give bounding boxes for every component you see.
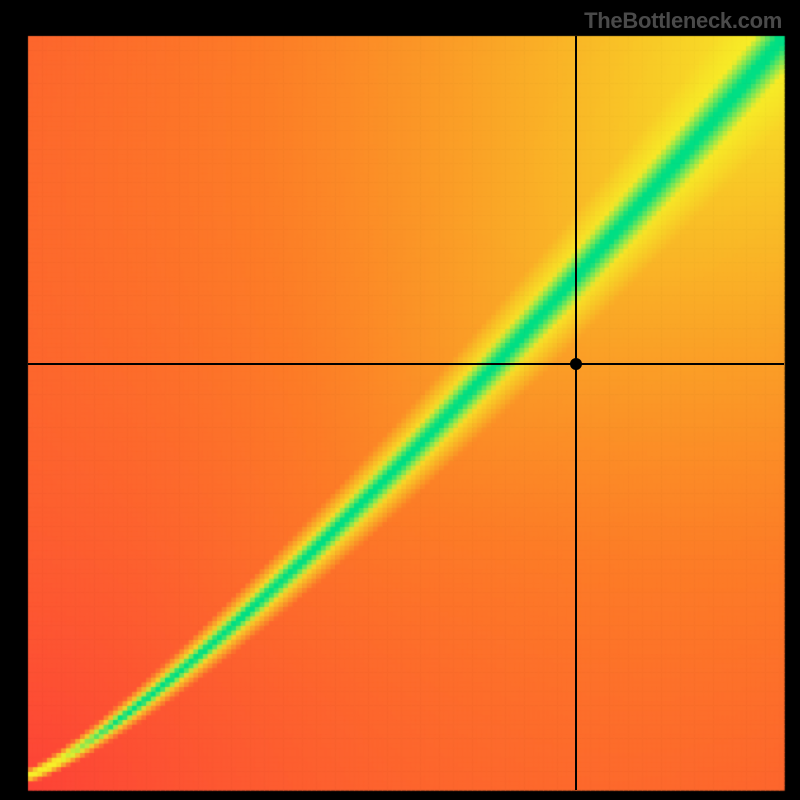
watermark-text: TheBottleneck.com bbox=[584, 8, 782, 34]
heatmap-canvas bbox=[0, 0, 800, 800]
chart-container: TheBottleneck.com bbox=[0, 0, 800, 800]
crosshair-horizontal bbox=[28, 363, 784, 365]
crosshair-dot bbox=[570, 358, 582, 370]
crosshair-vertical bbox=[575, 36, 577, 790]
